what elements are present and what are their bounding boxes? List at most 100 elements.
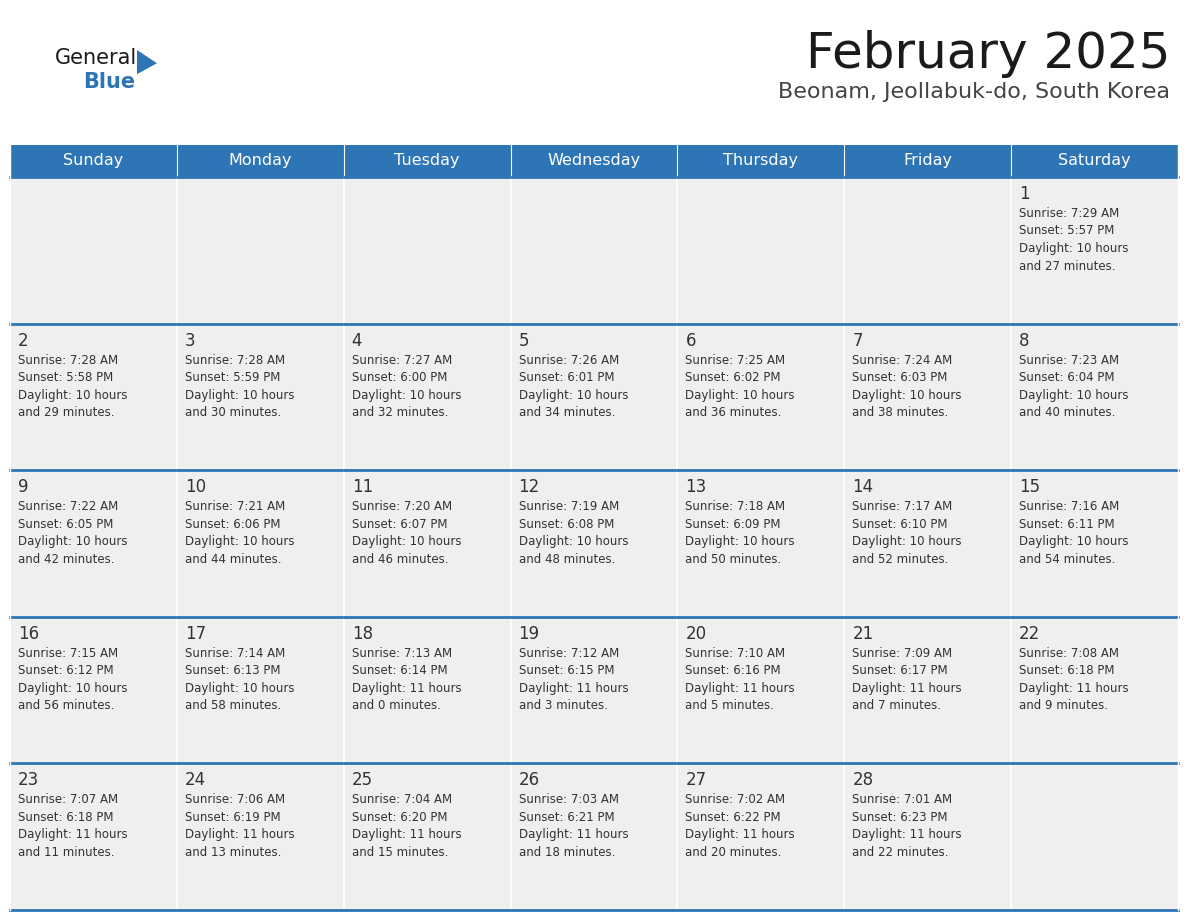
Text: Saturday: Saturday xyxy=(1059,153,1131,169)
Text: Sunset: 6:10 PM: Sunset: 6:10 PM xyxy=(852,518,948,531)
Bar xyxy=(845,764,1011,910)
Text: 9: 9 xyxy=(18,478,29,497)
Text: 11: 11 xyxy=(352,478,373,497)
Text: Daylight: 11 hours: Daylight: 11 hours xyxy=(18,828,127,842)
Text: Sunset: 6:04 PM: Sunset: 6:04 PM xyxy=(1019,371,1114,384)
Bar xyxy=(177,177,343,324)
Bar xyxy=(677,145,845,177)
Text: Wednesday: Wednesday xyxy=(548,153,640,169)
Bar xyxy=(343,764,511,910)
Text: 7: 7 xyxy=(852,331,862,350)
Bar xyxy=(177,324,343,470)
Bar xyxy=(10,764,177,910)
Text: Sunset: 5:57 PM: Sunset: 5:57 PM xyxy=(1019,225,1114,238)
Text: 20: 20 xyxy=(685,625,707,643)
Bar xyxy=(511,177,677,324)
Text: Sunset: 6:03 PM: Sunset: 6:03 PM xyxy=(852,371,948,384)
Text: Daylight: 11 hours: Daylight: 11 hours xyxy=(185,828,295,842)
Bar xyxy=(177,470,343,617)
Text: Sunrise: 7:03 AM: Sunrise: 7:03 AM xyxy=(519,793,619,806)
Text: Sunset: 6:00 PM: Sunset: 6:00 PM xyxy=(352,371,447,384)
Text: Daylight: 10 hours: Daylight: 10 hours xyxy=(18,388,127,401)
Bar xyxy=(1011,470,1178,617)
Text: 2: 2 xyxy=(18,331,29,350)
Bar xyxy=(511,145,677,177)
Text: Sunset: 6:15 PM: Sunset: 6:15 PM xyxy=(519,665,614,677)
Bar xyxy=(1011,145,1178,177)
Text: Sunrise: 7:25 AM: Sunrise: 7:25 AM xyxy=(685,353,785,366)
Bar xyxy=(511,470,677,617)
Text: Sunset: 6:17 PM: Sunset: 6:17 PM xyxy=(852,665,948,677)
Bar xyxy=(845,145,1011,177)
Bar xyxy=(677,470,845,617)
Bar xyxy=(511,324,677,470)
Text: Sunset: 6:01 PM: Sunset: 6:01 PM xyxy=(519,371,614,384)
Text: and 46 minutes.: and 46 minutes. xyxy=(352,553,448,565)
Text: and 48 minutes.: and 48 minutes. xyxy=(519,553,615,565)
Text: Daylight: 11 hours: Daylight: 11 hours xyxy=(519,828,628,842)
Text: Thursday: Thursday xyxy=(723,153,798,169)
Text: Daylight: 11 hours: Daylight: 11 hours xyxy=(852,682,962,695)
Text: Sunrise: 7:18 AM: Sunrise: 7:18 AM xyxy=(685,500,785,513)
Text: Sunrise: 7:12 AM: Sunrise: 7:12 AM xyxy=(519,647,619,660)
Text: Daylight: 10 hours: Daylight: 10 hours xyxy=(185,535,295,548)
Polygon shape xyxy=(137,50,157,74)
Text: Sunrise: 7:26 AM: Sunrise: 7:26 AM xyxy=(519,353,619,366)
Text: 19: 19 xyxy=(519,625,539,643)
Text: 22: 22 xyxy=(1019,625,1041,643)
Text: Sunset: 6:16 PM: Sunset: 6:16 PM xyxy=(685,665,781,677)
Text: 23: 23 xyxy=(18,771,39,789)
Text: Sunrise: 7:07 AM: Sunrise: 7:07 AM xyxy=(18,793,118,806)
Text: Sunset: 6:18 PM: Sunset: 6:18 PM xyxy=(18,811,114,823)
Text: and 15 minutes.: and 15 minutes. xyxy=(352,845,448,859)
Text: Sunrise: 7:15 AM: Sunrise: 7:15 AM xyxy=(18,647,118,660)
Bar xyxy=(177,617,343,764)
Text: Sunrise: 7:29 AM: Sunrise: 7:29 AM xyxy=(1019,207,1119,220)
Bar xyxy=(177,764,343,910)
Bar xyxy=(10,177,177,324)
Text: Sunset: 6:13 PM: Sunset: 6:13 PM xyxy=(185,665,280,677)
Text: Sunrise: 7:14 AM: Sunrise: 7:14 AM xyxy=(185,647,285,660)
Text: Sunset: 6:05 PM: Sunset: 6:05 PM xyxy=(18,518,113,531)
Bar xyxy=(1011,617,1178,764)
Text: Sunrise: 7:28 AM: Sunrise: 7:28 AM xyxy=(18,353,118,366)
Text: Sunrise: 7:06 AM: Sunrise: 7:06 AM xyxy=(185,793,285,806)
Text: Sunset: 6:18 PM: Sunset: 6:18 PM xyxy=(1019,665,1114,677)
Text: and 54 minutes.: and 54 minutes. xyxy=(1019,553,1116,565)
Text: Sunset: 6:21 PM: Sunset: 6:21 PM xyxy=(519,811,614,823)
Text: and 38 minutes.: and 38 minutes. xyxy=(852,406,948,420)
Text: Sunrise: 7:10 AM: Sunrise: 7:10 AM xyxy=(685,647,785,660)
Text: Daylight: 10 hours: Daylight: 10 hours xyxy=(352,535,461,548)
Bar xyxy=(10,470,177,617)
Bar xyxy=(10,324,177,470)
Text: February 2025: February 2025 xyxy=(805,30,1170,78)
Text: 10: 10 xyxy=(185,478,206,497)
Bar xyxy=(511,617,677,764)
Text: Sunset: 6:23 PM: Sunset: 6:23 PM xyxy=(852,811,948,823)
Text: Daylight: 10 hours: Daylight: 10 hours xyxy=(519,535,628,548)
Bar xyxy=(1011,324,1178,470)
Text: and 11 minutes.: and 11 minutes. xyxy=(18,845,114,859)
Text: and 13 minutes.: and 13 minutes. xyxy=(185,845,282,859)
Text: 8: 8 xyxy=(1019,331,1030,350)
Bar xyxy=(677,764,845,910)
Text: Daylight: 10 hours: Daylight: 10 hours xyxy=(185,682,295,695)
Text: Sunset: 6:22 PM: Sunset: 6:22 PM xyxy=(685,811,781,823)
Text: 26: 26 xyxy=(519,771,539,789)
Text: Sunset: 6:06 PM: Sunset: 6:06 PM xyxy=(185,518,280,531)
Text: Sunrise: 7:16 AM: Sunrise: 7:16 AM xyxy=(1019,500,1119,513)
Text: and 5 minutes.: and 5 minutes. xyxy=(685,700,775,712)
Text: Sunset: 6:19 PM: Sunset: 6:19 PM xyxy=(185,811,280,823)
Text: 16: 16 xyxy=(18,625,39,643)
Text: Sunrise: 7:22 AM: Sunrise: 7:22 AM xyxy=(18,500,119,513)
Bar xyxy=(343,145,511,177)
Text: Sunset: 6:20 PM: Sunset: 6:20 PM xyxy=(352,811,447,823)
Text: 5: 5 xyxy=(519,331,529,350)
Text: 17: 17 xyxy=(185,625,206,643)
Text: Sunrise: 7:27 AM: Sunrise: 7:27 AM xyxy=(352,353,451,366)
Bar xyxy=(10,617,177,764)
Text: Monday: Monday xyxy=(228,153,292,169)
Text: and 27 minutes.: and 27 minutes. xyxy=(1019,260,1116,273)
Text: Sunset: 6:08 PM: Sunset: 6:08 PM xyxy=(519,518,614,531)
Text: and 44 minutes.: and 44 minutes. xyxy=(185,553,282,565)
